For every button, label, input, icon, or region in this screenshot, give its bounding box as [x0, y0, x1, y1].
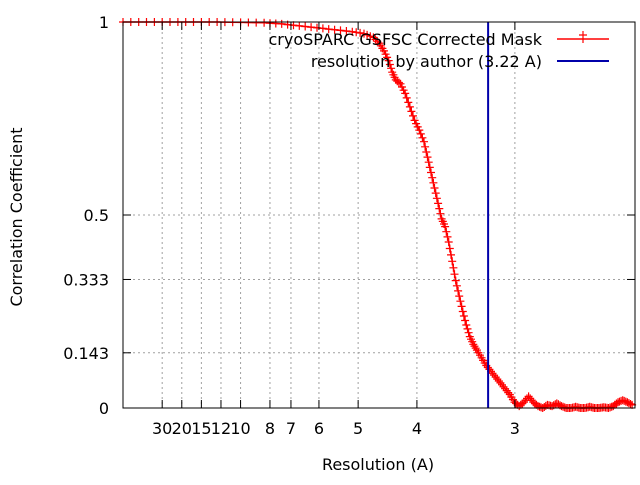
- fsc-point-marker: [428, 173, 437, 182]
- x-tick-label: 30: [152, 419, 172, 438]
- fsc-point-marker: [409, 111, 417, 120]
- fsc-point-marker: [423, 153, 432, 162]
- y-tick-label: 0.5: [84, 206, 109, 225]
- fsc-point-marker: [424, 158, 433, 167]
- x-tick-label: 10: [230, 419, 250, 438]
- fsc-point-marker: [405, 102, 414, 111]
- fsc-point-marker: [442, 227, 451, 236]
- fsc-point-marker: [394, 78, 403, 87]
- fsc-point-marker: [416, 129, 425, 138]
- fsc-point-marker: [425, 163, 434, 172]
- fsc-point-marker: [458, 307, 467, 316]
- fsc-point-marker: [356, 28, 365, 37]
- fsc-point-marker: [464, 328, 473, 337]
- y-tick-label: 0: [99, 399, 109, 418]
- fsc-point-marker: [431, 189, 440, 198]
- fsc-point-marker: [342, 27, 351, 35]
- x-tick-label: 4: [412, 419, 422, 438]
- x-tick-label: 7: [286, 419, 296, 438]
- fsc-point-marker: [430, 184, 439, 192]
- fsc-point-marker: [434, 199, 443, 208]
- fsc-point-marker: [371, 35, 380, 44]
- grid-layer: [123, 22, 635, 408]
- x-tick-label: 12: [211, 419, 231, 438]
- fsc-point-marker: [421, 142, 430, 151]
- x-tick-label: 3: [510, 419, 520, 438]
- fsc-point-marker: [447, 250, 455, 259]
- fsc-curve-markers: [119, 18, 637, 412]
- fsc-point-marker: [429, 178, 438, 187]
- x-tick-label: 8: [265, 419, 275, 438]
- fsc-point-marker: [504, 388, 513, 397]
- fsc-point-marker: [277, 19, 286, 28]
- fsc-point-marker: [412, 119, 421, 128]
- fsc-point-marker: [445, 244, 454, 253]
- fsc-point-marker: [471, 344, 480, 353]
- fsc-point-marker: [380, 46, 388, 55]
- legend: cryoSPARC GSFSC Corrected Mask resolutio…: [268, 30, 609, 71]
- y-tick-label: 0.333: [63, 270, 109, 289]
- x-tick-label: 15: [191, 419, 211, 438]
- fsc-point-marker: [436, 209, 445, 218]
- fsc-point-marker: [443, 232, 452, 241]
- fsc-point-marker: [461, 316, 470, 325]
- fsc-point-marker: [449, 263, 458, 272]
- fsc-point-marker: [452, 281, 461, 290]
- fsc-point-marker: [404, 98, 413, 107]
- fsc-point-marker: [418, 133, 427, 142]
- y-tick-label: 0.143: [63, 344, 109, 363]
- y-axis-title: Correlation Coefficient: [7, 127, 26, 306]
- x-tick-label: 6: [314, 419, 324, 438]
- fsc-point-marker: [427, 168, 435, 177]
- fsc-point-marker: [444, 238, 453, 246]
- fsc-point-marker: [407, 107, 416, 116]
- fsc-point-marker: [459, 312, 468, 320]
- legend-marker-fsc: [579, 31, 587, 43]
- fsc-point-marker: [415, 126, 424, 135]
- fsc-point-marker: [401, 89, 410, 98]
- fsc-point-marker: [457, 302, 466, 311]
- fsc-point-marker: [432, 194, 441, 203]
- fsc-point-marker: [441, 222, 450, 231]
- fsc-point-marker: [420, 137, 428, 146]
- fsc-point-marker: [456, 297, 465, 306]
- fsc-point-marker: [626, 400, 635, 408]
- legend-label-fsc: cryoSPARC GSFSC Corrected Mask: [268, 30, 542, 49]
- x-tick-label: 20: [172, 419, 192, 438]
- fsc-point-marker: [384, 56, 393, 65]
- fsc-point-marker: [450, 270, 459, 279]
- fsc-point-marker: [402, 93, 411, 102]
- legend-label-author-res: resolution by author (3.22 A): [311, 52, 542, 71]
- fsc-point-marker: [454, 286, 463, 295]
- fsc-point-marker: [252, 18, 261, 27]
- fsc-point-marker: [448, 257, 457, 266]
- fsc-point-marker: [435, 204, 444, 213]
- fsc-point-marker: [330, 25, 339, 34]
- y-tick-label: 1: [99, 13, 109, 32]
- fsc-point-marker: [352, 28, 361, 37]
- x-axis-title: Resolution (A): [322, 455, 434, 474]
- fsc-point-marker: [462, 321, 471, 329]
- fsc-point-marker: [307, 23, 316, 32]
- data-layer: [119, 18, 637, 412]
- fsc-point-marker: [318, 24, 327, 33]
- fsc-point-marker: [422, 148, 431, 156]
- x-tick-label: 5: [353, 419, 363, 438]
- fsc-point-marker: [463, 324, 472, 333]
- fsc-point-marker: [369, 33, 378, 42]
- fsc-point-marker: [387, 64, 396, 73]
- fsc-point-marker: [455, 292, 464, 301]
- tick-layer: 0 0.143 0.333 0.5 1 30 20 15 12 10 8 7 6 5 4 3: [63, 13, 635, 438]
- fsc-point-marker: [373, 37, 382, 46]
- fsc-point-marker: [385, 60, 394, 69]
- fsc-point-marker: [451, 276, 460, 285]
